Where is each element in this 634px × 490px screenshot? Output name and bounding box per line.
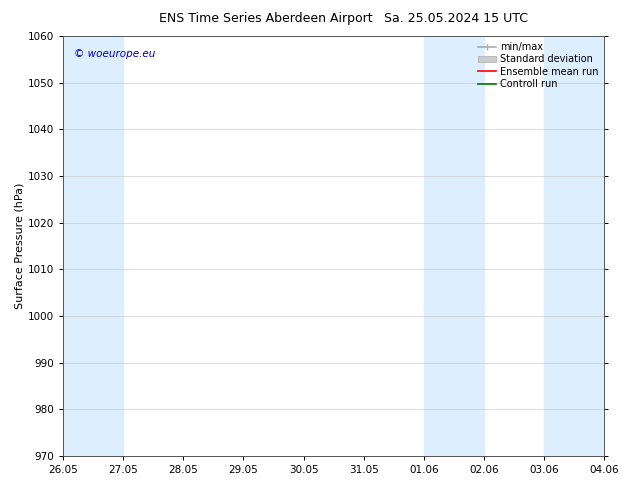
- Text: © woeurope.eu: © woeurope.eu: [74, 49, 155, 59]
- Bar: [424, 36, 484, 456]
- Y-axis label: Surface Pressure (hPa): Surface Pressure (hPa): [15, 183, 25, 309]
- Bar: [63, 36, 123, 456]
- Bar: [544, 36, 604, 456]
- Legend: min/max, Standard deviation, Ensemble mean run, Controll run: min/max, Standard deviation, Ensemble me…: [476, 39, 601, 92]
- Text: Sa. 25.05.2024 15 UTC: Sa. 25.05.2024 15 UTC: [384, 12, 529, 25]
- Text: ENS Time Series Aberdeen Airport: ENS Time Series Aberdeen Airport: [160, 12, 373, 25]
